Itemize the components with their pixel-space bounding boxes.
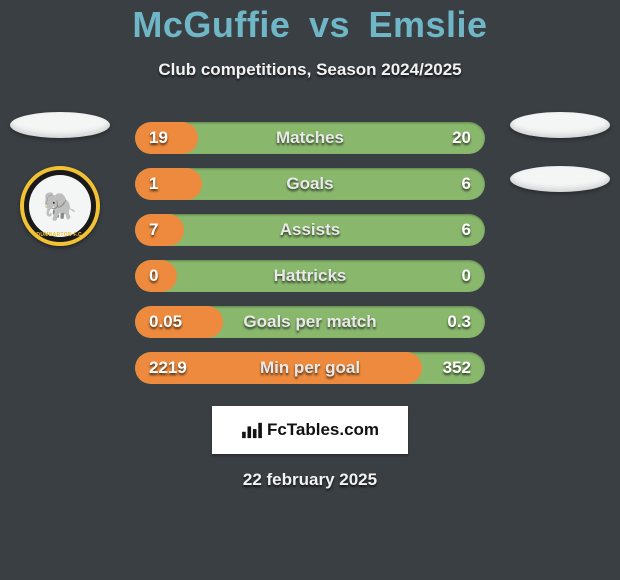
stat-label: Min per goal [135,352,485,384]
stat-right-value: 6 [462,214,471,246]
brand-text: FcTables.com [267,420,379,440]
stat-bar: 0Hattricks0 [135,260,485,292]
stat-right-value: 0 [462,260,471,292]
elephant-icon: 🐘 [43,190,78,223]
stat-right-value: 6 [462,168,471,200]
badge-column-left: 🐘 DUMBARTON F.C. [10,112,110,246]
stat-bar: 19Matches20 [135,122,485,154]
player2-ellipse-placeholder-1 [510,112,610,138]
title-vs: vs [309,4,350,45]
stat-right-value: 0.3 [447,306,471,338]
stat-label: Hattricks [135,260,485,292]
comparison-infographic: McGuffie vs Emslie Club competitions, Se… [0,0,620,580]
stat-label: Goals per match [135,306,485,338]
badge-column-right [510,112,610,192]
player1-club-crest: 🐘 DUMBARTON F.C. [20,166,100,246]
bars-icon [241,421,263,439]
stat-bar: 0.05Goals per match0.3 [135,306,485,338]
stat-bar: 1Goals6 [135,168,485,200]
page-title: McGuffie vs Emslie [0,4,620,46]
player1-ellipse-placeholder [10,112,110,138]
title-player2: Emslie [369,4,488,45]
stat-label: Assists [135,214,485,246]
player2-ellipse-placeholder-2 [510,166,610,192]
stat-bar: 7Assists6 [135,214,485,246]
stat-label: Matches [135,122,485,154]
subtitle: Club competitions, Season 2024/2025 [0,60,620,80]
crest-text: DUMBARTON F.C. [36,232,83,238]
crest-inner: 🐘 [29,175,91,237]
stat-label: Goals [135,168,485,200]
stat-bars: 19Matches20 1Goals6 7Assists6 0Hattricks0 0.… [135,122,485,384]
title-player1: McGuffie [132,4,290,45]
date-text: 22 february 2025 [135,470,485,490]
stat-right-value: 352 [443,352,471,384]
stat-bar: 2219Min per goal352 [135,352,485,384]
footer-area: FcTables.com 22 february 2025 [135,394,485,490]
brand-box: FcTables.com [212,406,408,454]
stat-right-value: 20 [452,122,471,154]
